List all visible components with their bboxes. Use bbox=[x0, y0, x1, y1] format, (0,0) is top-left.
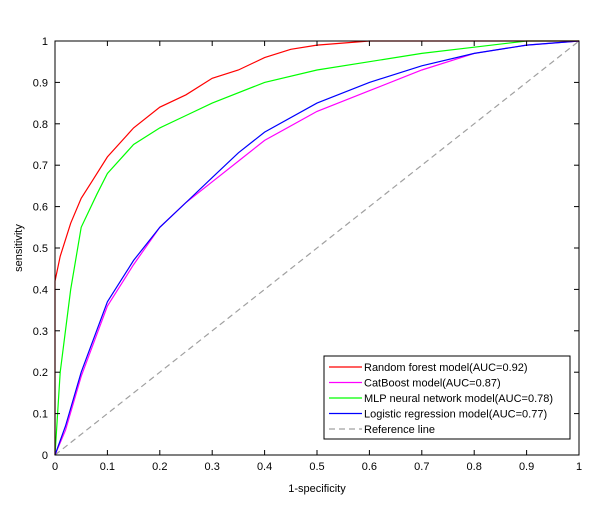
x-tick-label: 0.5 bbox=[309, 461, 324, 473]
x-tick-label: 0.2 bbox=[152, 461, 167, 473]
y-tick-label: 1 bbox=[42, 36, 48, 48]
series-line-0 bbox=[54, 40, 579, 455]
y-tick-label: 0.7 bbox=[33, 160, 48, 172]
x-tick-label: 0.4 bbox=[257, 461, 272, 473]
series-line-4 bbox=[54, 40, 580, 456]
legend-box bbox=[323, 355, 571, 440]
legend-label: Random forest model(AUC=0.92) bbox=[364, 362, 528, 374]
x-tick-label: 0.6 bbox=[362, 461, 377, 473]
legend-label: Reference line bbox=[364, 424, 435, 436]
legend-label: CatBoost model(AUC=0.87) bbox=[364, 378, 501, 390]
x-tick-label: 1 bbox=[576, 461, 582, 473]
x-tick-label: 0.9 bbox=[519, 461, 534, 473]
legend-label: MLP neural network model(AUC=0.78) bbox=[364, 393, 553, 405]
x-axis-label: 1-specificity bbox=[288, 483, 346, 495]
legend: Random forest model(AUC=0.92) CatBoost mo… bbox=[323, 355, 571, 440]
y-axis-label: sensitivity bbox=[13, 224, 25, 272]
y-tick-label: 0.5 bbox=[33, 243, 48, 255]
x-tick-label: 0.3 bbox=[205, 461, 220, 473]
y-tick-label: 0.8 bbox=[33, 119, 48, 131]
y-tick-label: 0.9 bbox=[33, 77, 48, 89]
series-line-2 bbox=[54, 40, 579, 456]
x-tick-label: 0.1 bbox=[100, 461, 115, 473]
x-tick-label: 0.8 bbox=[467, 461, 482, 473]
legend-label: Logistic regression model(AUC=0.77) bbox=[364, 409, 547, 421]
y-tick-label: 0.2 bbox=[33, 367, 48, 379]
series-line-1 bbox=[54, 40, 580, 456]
y-tick-label: 0 bbox=[42, 450, 48, 462]
series-line-3 bbox=[54, 40, 580, 456]
y-tick-label: 0.3 bbox=[33, 326, 48, 338]
y-tick-label: 0.6 bbox=[33, 202, 48, 214]
y-tick-label: 0.4 bbox=[33, 284, 48, 296]
x-tick-label: 0.7 bbox=[414, 461, 429, 473]
x-tick-label: 0 bbox=[52, 461, 58, 473]
y-tick-label: 0.1 bbox=[33, 409, 48, 421]
